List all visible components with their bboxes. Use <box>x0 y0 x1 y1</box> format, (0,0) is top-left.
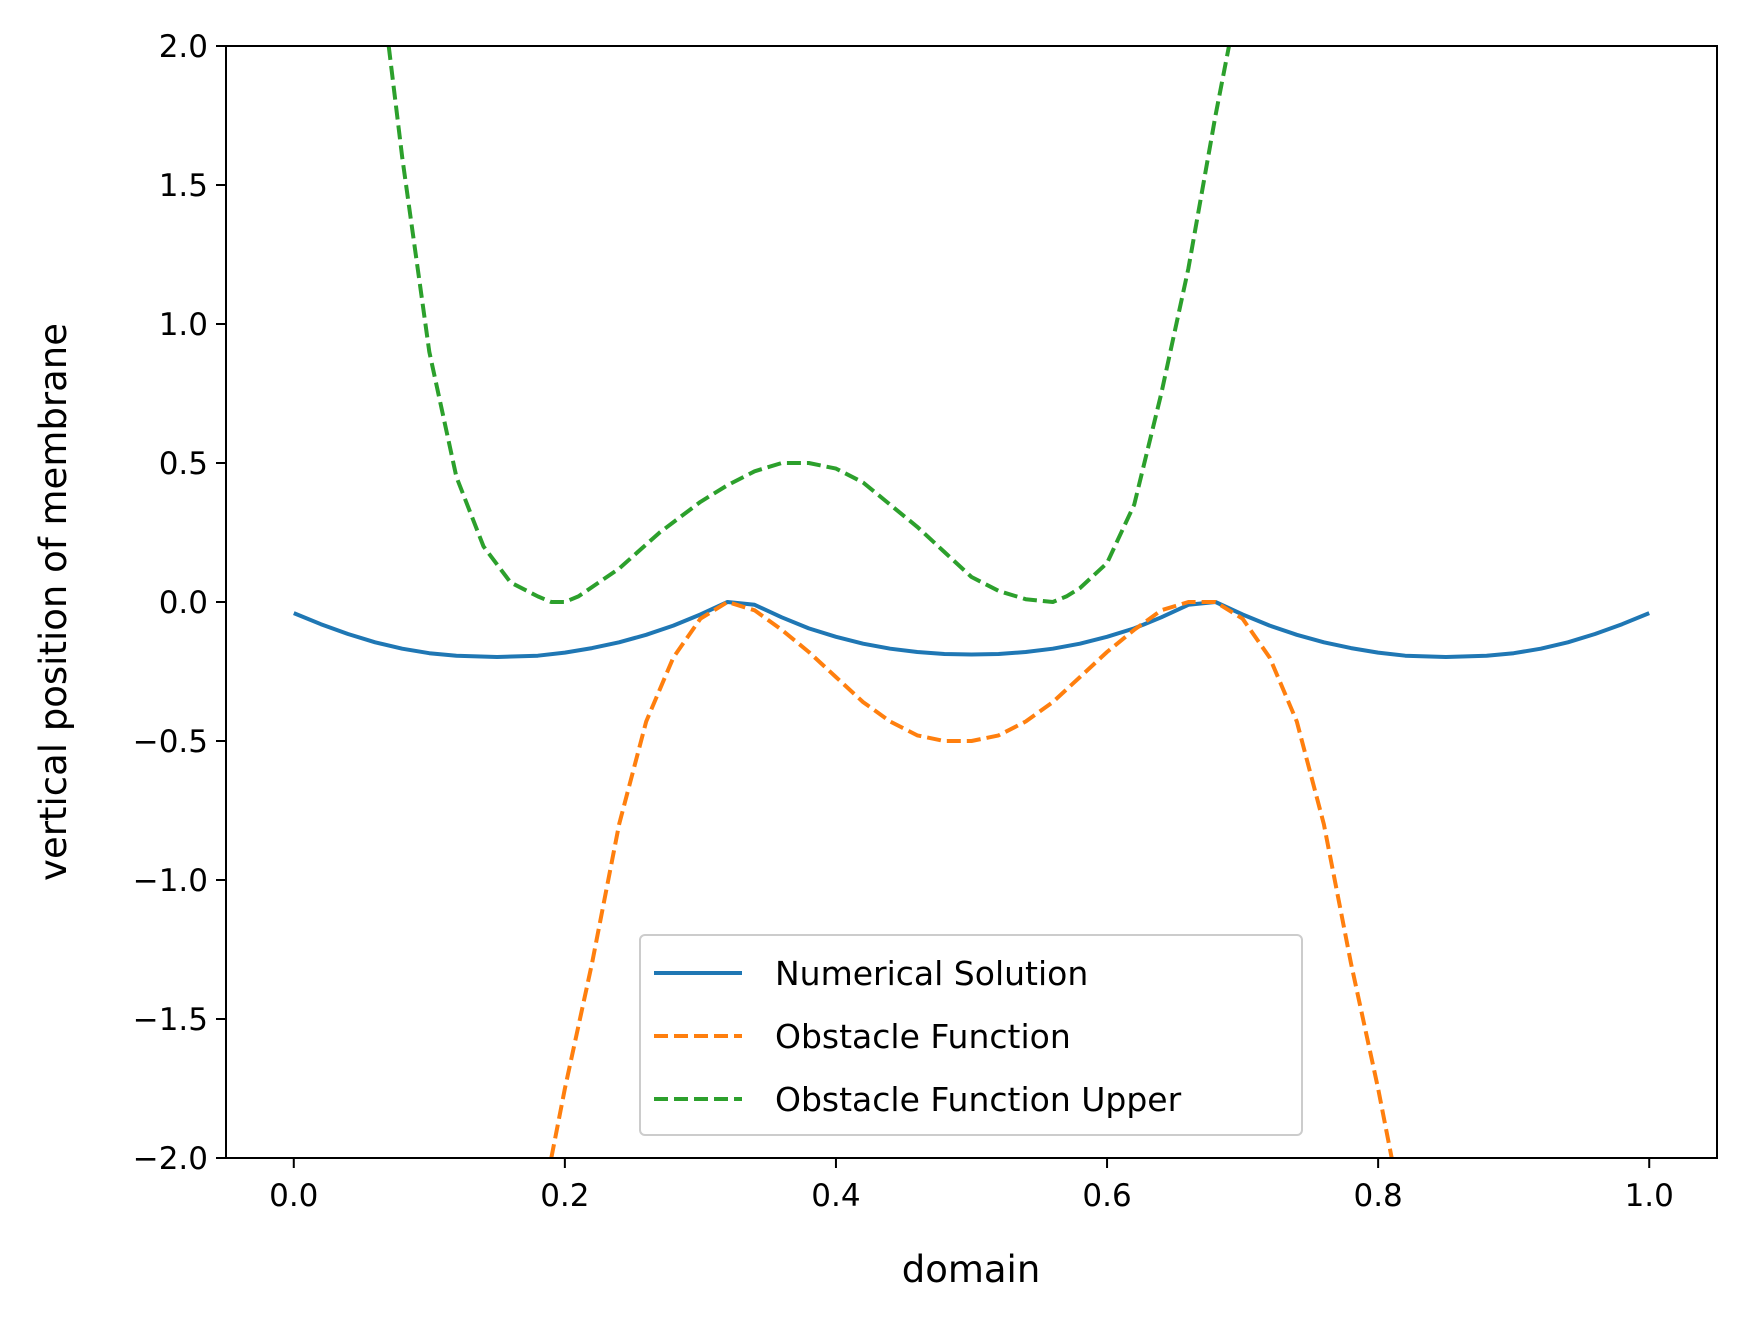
x-tick-label: 0.4 <box>811 1178 860 1214</box>
y-tick-label: 0.5 <box>159 446 208 482</box>
y-tick-label: 1.5 <box>159 168 208 204</box>
y-axis-ticks: −2.0 −1.5 −1.0 −0.5 0.0 0.5 1.0 1.5 2.0 <box>133 29 226 1177</box>
y-axis-label: vertical position of membrane <box>32 323 75 881</box>
y-tick-label: −1.0 <box>133 863 208 899</box>
legend-label-2: Obstacle Function <box>775 1017 1071 1056</box>
legend-label-3: Obstacle Function Upper <box>775 1080 1182 1119</box>
y-tick-label: 1.0 <box>159 307 208 343</box>
series-line-1 <box>293 600 1650 659</box>
y-tick-label: 0.0 <box>159 585 208 621</box>
y-tick-label: −0.5 <box>133 724 208 760</box>
legend-entries: Numerical Solution Obstacle Function Obsta… <box>654 954 1182 1119</box>
x-tick-label: 0.8 <box>1353 1178 1402 1214</box>
legend-label-1: Numerical Solution <box>775 954 1088 993</box>
series-line-2 <box>549 600 1394 1158</box>
legend-box <box>639 934 1303 1136</box>
series-line-3 <box>386 46 1231 604</box>
y-tick-label: −1.5 <box>133 1002 208 1038</box>
legend: Numerical Solution Obstacle Function Obsta… <box>639 934 1303 1136</box>
x-tick-label: 0.2 <box>540 1178 589 1214</box>
y-tick-label: 2.0 <box>159 29 208 65</box>
series-layer <box>293 46 1650 1158</box>
x-tick-label: 0.0 <box>269 1178 318 1214</box>
x-tick-label: 0.6 <box>1082 1178 1131 1214</box>
x-axis-label: domain <box>902 1248 1041 1291</box>
x-tick-label: 1.0 <box>1625 1178 1674 1214</box>
y-tick-label: −2.0 <box>133 1141 208 1177</box>
x-axis-ticks: 0.0 0.2 0.4 0.6 0.8 1.0 <box>269 1158 1674 1214</box>
